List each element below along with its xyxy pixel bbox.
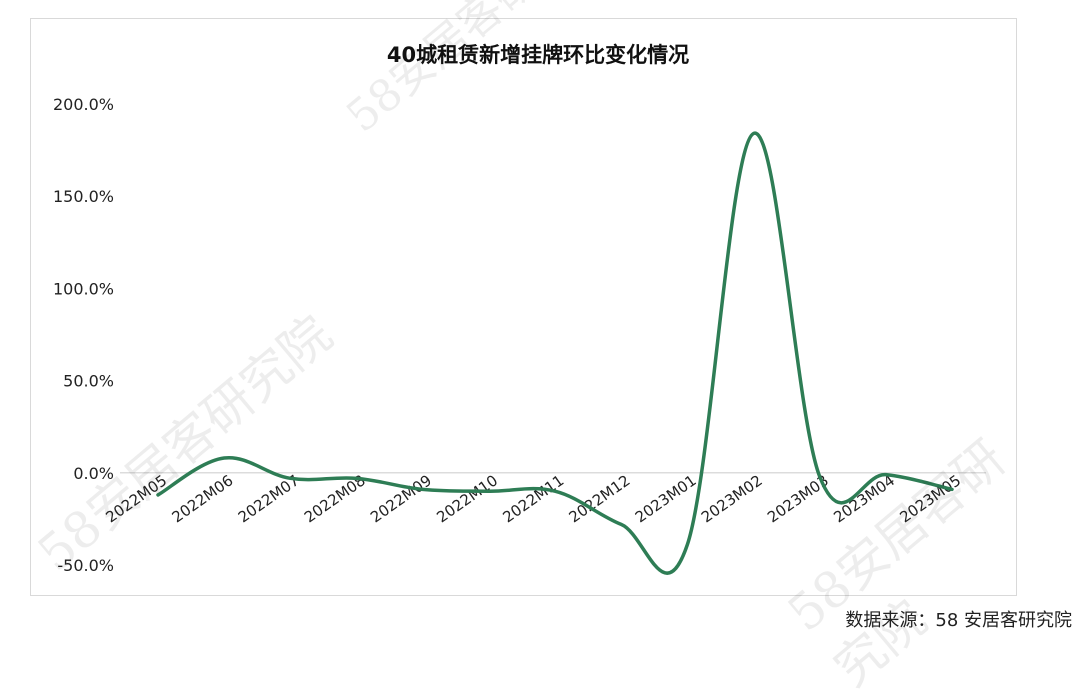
line-chart: 40城租赁新增挂牌环比变化情况 200.0% 150.0% 100.0% 50.0% 0… (53, 43, 986, 575)
source-note: 数据来源：58 安居客研究院 (845, 610, 1072, 631)
chart-title: 40城租赁新增挂牌环比变化情况 (387, 43, 689, 67)
data-point (221, 455, 227, 461)
y-tick-label: 100.0% (53, 279, 114, 298)
data-point (420, 486, 426, 492)
x-tick-label: 2023M02 (698, 471, 766, 526)
data-point (354, 475, 360, 481)
y-tick-label: 150.0% (53, 187, 114, 206)
x-tick-label: 2022M11 (499, 471, 567, 526)
y-tick-label: -50.0% (57, 556, 114, 575)
series-line (156, 131, 954, 575)
data-point (618, 521, 624, 527)
data-point (817, 473, 823, 479)
y-tick-label: 200.0% (53, 95, 114, 114)
data-point (486, 488, 492, 494)
x-tick-label: 2023M04 (830, 471, 898, 526)
x-tick-label: 2023M01 (632, 471, 700, 526)
data-point (883, 472, 889, 478)
data-point (287, 475, 293, 481)
chart-frame (30, 18, 1017, 596)
series-group (155, 131, 955, 575)
data-point (684, 542, 690, 548)
y-tick-label: 50.0% (63, 372, 114, 391)
data-point (552, 488, 558, 494)
y-tick-label: 0.0% (73, 464, 114, 483)
y-axis: 200.0% 150.0% 100.0% 50.0% 0.0% -50.0% (53, 95, 114, 575)
data-point (949, 486, 955, 492)
x-tick-label: 2022M10 (433, 471, 501, 526)
data-point (751, 131, 757, 137)
data-point (155, 492, 161, 498)
